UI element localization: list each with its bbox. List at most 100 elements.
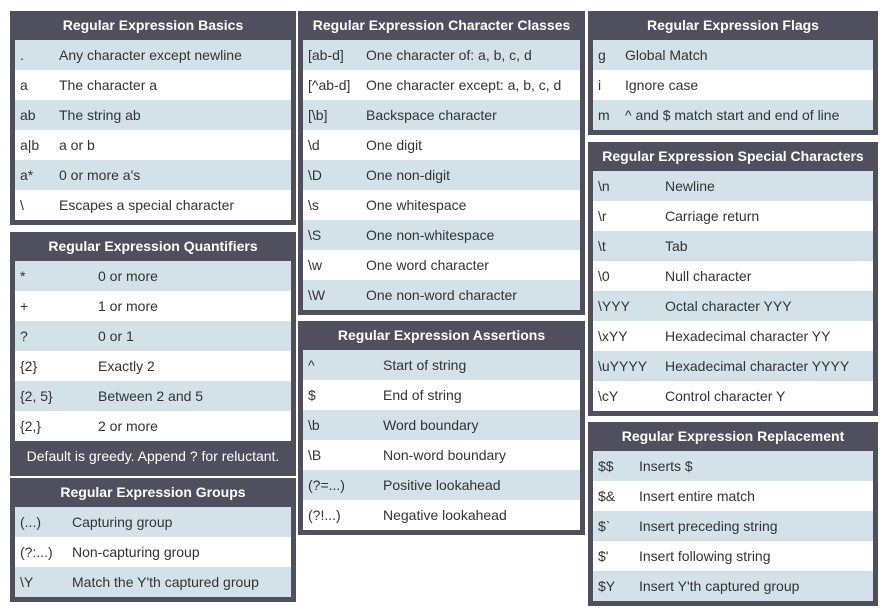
table-row: \YYY Octal character YYY: [593, 291, 873, 321]
table-row: ab The string ab: [15, 100, 291, 130]
description: One character of: a, b, c, d: [366, 47, 532, 63]
table-title: Regular Expression Special Characters: [602, 148, 864, 164]
description: Negative lookahead: [383, 507, 507, 523]
syntax: \t: [598, 238, 606, 254]
syntax: (?=...): [308, 477, 345, 493]
table-row: (...) Capturing group: [15, 507, 291, 537]
syntax: i: [598, 77, 602, 93]
table-row: \n Newline: [593, 171, 873, 201]
description: One whitespace: [366, 197, 467, 213]
syntax: \s: [308, 197, 319, 213]
table-row: \xYY Hexadecimal character YY: [593, 321, 873, 351]
description: One word character: [366, 257, 489, 273]
table-row: [^ab-d] One character except: a, b, c, d: [303, 70, 580, 100]
syntax: \0: [598, 268, 610, 284]
table-title: Regular Expression Assertions: [337, 327, 546, 343]
table-row: (?=...) Positive lookahead: [303, 470, 580, 500]
table-row: * 0 or more: [15, 261, 291, 291]
description: Inserts $: [639, 458, 693, 474]
table-row: $$ Inserts $: [593, 451, 873, 481]
description: Backspace character: [366, 107, 497, 123]
table-title: Regular Expression Character Classes: [312, 17, 571, 33]
description: Control character Y: [665, 388, 786, 404]
table-row: \s One whitespace: [303, 190, 580, 220]
table-body: \n Newline \r Carriage return \t Tab \0 Null ch…: [593, 171, 873, 411]
cheat-table: Regular Expression Special Characters \n N…: [588, 142, 878, 416]
table-row: \W One non-word character: [303, 280, 580, 310]
table-row: $' Insert following string: [593, 541, 873, 571]
table-body: . Any character except newline a The charac…: [15, 40, 291, 220]
table-row: \t Tab: [593, 231, 873, 261]
syntax: $': [598, 548, 609, 564]
description: Match the Y'th captured group: [72, 574, 259, 590]
table-row: i Ignore case: [593, 70, 873, 100]
description: a or b: [59, 137, 95, 153]
syntax: +: [20, 298, 29, 314]
syntax: \: [20, 197, 24, 213]
table-row: \D One non-digit: [303, 160, 580, 190]
syntax: \S: [308, 227, 322, 243]
syntax: g: [598, 47, 606, 63]
table-row: . Any character except newline: [15, 40, 291, 70]
syntax: \r: [598, 208, 607, 224]
description: 2 or more: [98, 418, 158, 434]
table-row: m ^ and $ match start and end of line: [593, 100, 873, 130]
syntax: \w: [308, 257, 322, 273]
syntax: a*: [20, 167, 34, 183]
description: Start of string: [383, 357, 467, 373]
table-row: {2} Exactly 2: [15, 351, 291, 381]
syntax: (?:...): [20, 544, 53, 560]
description: Global Match: [625, 47, 708, 63]
description: ^ and $ match start and end of line: [625, 107, 840, 123]
syntax: (?!...): [308, 507, 341, 523]
table-row: ? 0 or 1: [15, 321, 291, 351]
table-row: \0 Null character: [593, 261, 873, 291]
table-title: Regular Expression Replacement: [621, 428, 845, 444]
description: Hexadecimal character YYYY: [665, 358, 850, 374]
syntax: $&: [598, 488, 616, 504]
table-body: ^ Start of string $ End of string \b Word bou…: [303, 350, 580, 530]
description: Insert preceding string: [639, 518, 778, 534]
description: Octal character YYY: [665, 298, 792, 314]
syntax: (...): [20, 514, 41, 530]
description: Carriage return: [665, 208, 760, 224]
description: One non-word character: [366, 287, 517, 303]
table-row: \S One non-whitespace: [303, 220, 580, 250]
cheat-table: Regular Expression Quantifiers * 0 or more…: [10, 232, 296, 476]
cheat-table: Regular Expression Groups (...) Capturing …: [10, 478, 296, 602]
description: Newline: [665, 178, 715, 194]
syntax: \xYY: [598, 328, 628, 344]
table-body: [ab-d] One character of: a, b, c, d [^ab-d…: [303, 40, 580, 310]
syntax: [ab-d]: [308, 47, 344, 63]
description: 0 or more: [98, 268, 158, 284]
syntax: \Y: [20, 574, 34, 590]
table-row: \Y Match the Y'th captured group: [15, 567, 291, 597]
table-row: $` Insert preceding string: [593, 511, 873, 541]
syntax: ^: [308, 357, 315, 373]
table-body: * 0 or more +1 or more? 0 or 1 {2} Exactly 2{…: [15, 261, 291, 441]
description: One character except: a, b, c, d: [366, 77, 562, 93]
syntax: \b: [308, 417, 320, 433]
description: 1 or more: [98, 298, 158, 314]
description: Any character except newline: [59, 47, 242, 63]
cheat-table: Regular Expression Character Classes [ab-…: [298, 11, 585, 315]
description: Capturing group: [72, 514, 173, 530]
description: Word boundary: [383, 417, 479, 433]
table-row: +1 or more: [15, 291, 291, 321]
syntax: \uYYYY: [598, 358, 648, 374]
table-row: \w One word character: [303, 250, 580, 280]
cheat-table: Regular Expression Flags g Global Match i Ig…: [588, 11, 878, 135]
cheat-table: Regular Expression Basics. Any character …: [10, 11, 296, 225]
syntax: [\b]: [308, 107, 328, 123]
syntax: ab: [20, 107, 36, 123]
table-body: g Global Match i Ignore case m ^ and $ match …: [593, 40, 873, 130]
description: One non-whitespace: [366, 227, 495, 243]
syntax: [^ab-d]: [308, 77, 351, 93]
syntax: $$: [598, 458, 614, 474]
syntax: \B: [308, 447, 322, 463]
table-row: $ End of string: [303, 380, 580, 410]
syntax: {2}: [20, 358, 38, 374]
table-row: a The character a: [15, 70, 291, 100]
table-title: Regular Expression Groups: [60, 484, 246, 500]
